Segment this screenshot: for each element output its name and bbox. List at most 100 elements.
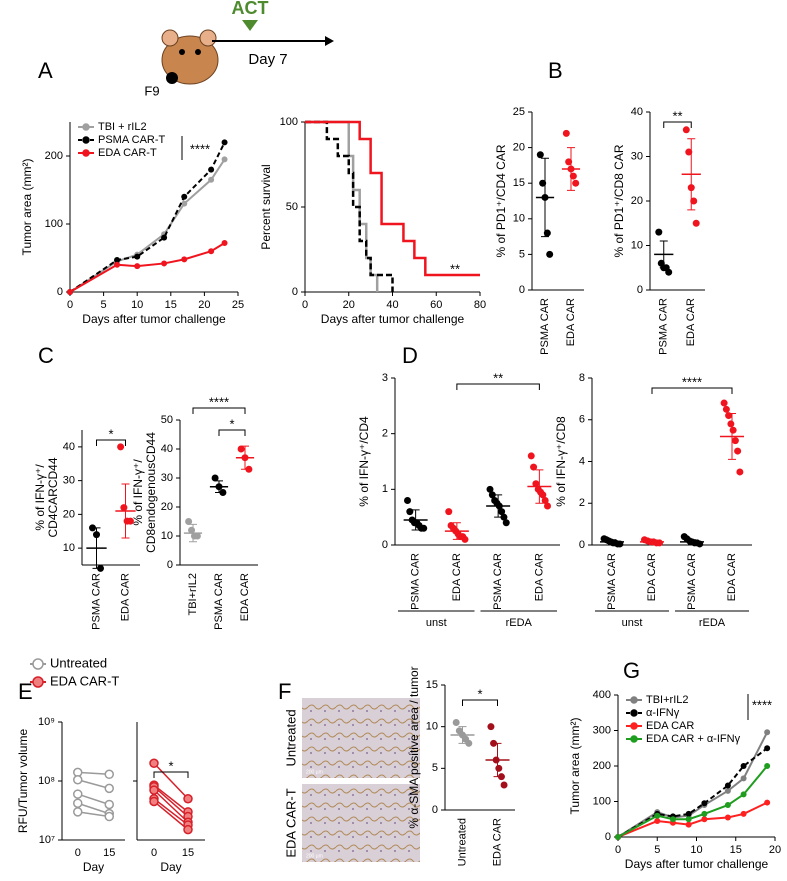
dot [536,151,544,159]
error-bar [687,138,696,211]
dot [720,399,728,407]
y-tick-label: 10⁷ [39,834,55,846]
x-tick-label: 40 [386,299,398,311]
dot [185,518,193,525]
significance-bracket [96,439,126,446]
point [134,263,141,270]
x-tick-label: EDA CAR [565,298,577,346]
y-tick-label: 25 [513,106,525,118]
point [764,799,771,806]
dot [126,517,134,525]
pair-line [77,802,110,815]
point [67,289,73,295]
dot [120,504,128,512]
y-tick-label: 0 [292,286,298,298]
panel-letter: B [548,58,563,83]
x-tick-label: EDA CAR [491,818,503,866]
y-tick-label: 5 [519,248,525,260]
y-axis-label: CD8endogenousCD44 [144,432,158,553]
micrograph-label: EDA CAR-T [283,788,298,857]
point [615,834,621,840]
act-marker [242,20,258,31]
point [740,763,747,769]
dot [692,219,700,227]
micrograph [302,784,420,862]
pair-point [73,789,83,799]
x-tick-label: 20 [769,844,781,856]
legend-label: EDA CAR-T [50,673,119,688]
dot [690,197,698,205]
y-tick-label: 20 [161,501,173,513]
dot [569,172,577,180]
pair-point [104,799,114,810]
dot [541,496,549,504]
x-axis-label: Days after tumor challenge [321,312,465,326]
y-tick-label: 400 [593,689,611,701]
y-tick-label: 300 [593,724,611,736]
y-axis-label: % of IFN-γ⁺/CD4 [357,416,371,507]
x-axis-label: Days after tumor challenge [625,857,769,871]
point [221,156,228,163]
y-tick-label: 0 [167,559,173,571]
x-tick-label: PSMA CAR [492,553,504,610]
y-tick-label: 20 [63,508,75,520]
micrograph-label: Untreated [283,709,298,766]
point [181,256,188,263]
dot [539,179,547,187]
error-bar [494,494,503,518]
x-tick-label: PSMA CAR [606,553,618,610]
y-tick-label: 3 [382,372,388,384]
y-tick-label: 0 [57,286,63,298]
error-bar [608,539,616,545]
point [764,763,771,769]
significance-bracket [218,429,246,436]
panel-letter: A [38,58,53,83]
error-bar [121,483,130,539]
error-bar [215,480,223,493]
dot [237,445,245,453]
survival-curve [305,120,480,277]
point [161,234,168,241]
dot [665,268,673,276]
legend-marker [630,696,638,704]
y-axis-label: RFU/Tumor volume [16,729,30,834]
pair-point [73,774,83,785]
point [654,818,661,825]
x-tick-label: 10 [690,844,702,856]
dot [445,508,453,516]
y-tick-label: 200 [45,150,63,162]
dot [729,426,737,434]
dot [530,463,538,471]
pair-line [77,779,110,790]
pair-line [153,789,189,823]
y-axis-label: % of IFN-γ⁺/ [131,459,145,526]
y-tick-label: 2 [579,497,585,509]
point [208,176,215,183]
point [685,816,692,823]
x-tick-label: PSMA CAR [90,573,102,630]
point [724,787,731,794]
error-bar [648,540,656,544]
dot [532,480,540,488]
group-label: rEDA [506,617,533,629]
point [685,810,692,817]
x-tick-label: EDA CAR [646,553,658,601]
dot [736,468,744,476]
y-axis-label: Tumor area (mm²) [568,718,582,815]
dot [498,508,506,516]
x-tick-label: 10 [131,299,143,311]
point [740,810,747,817]
y-axis-label: % of IFN-γ⁺/CD8 [554,416,568,507]
x-tick-label: 0 [615,844,621,856]
panel-letter: E [18,679,33,704]
point [669,816,676,823]
legend-marker [82,123,90,131]
pair-line [153,798,189,826]
x-tick-label: 25 [232,299,244,311]
y-tick-label: 0 [382,539,388,551]
legend-label: TBI + rIL2 [98,121,147,133]
point [181,200,188,207]
error-bar [92,527,101,569]
error-bar [659,240,668,269]
